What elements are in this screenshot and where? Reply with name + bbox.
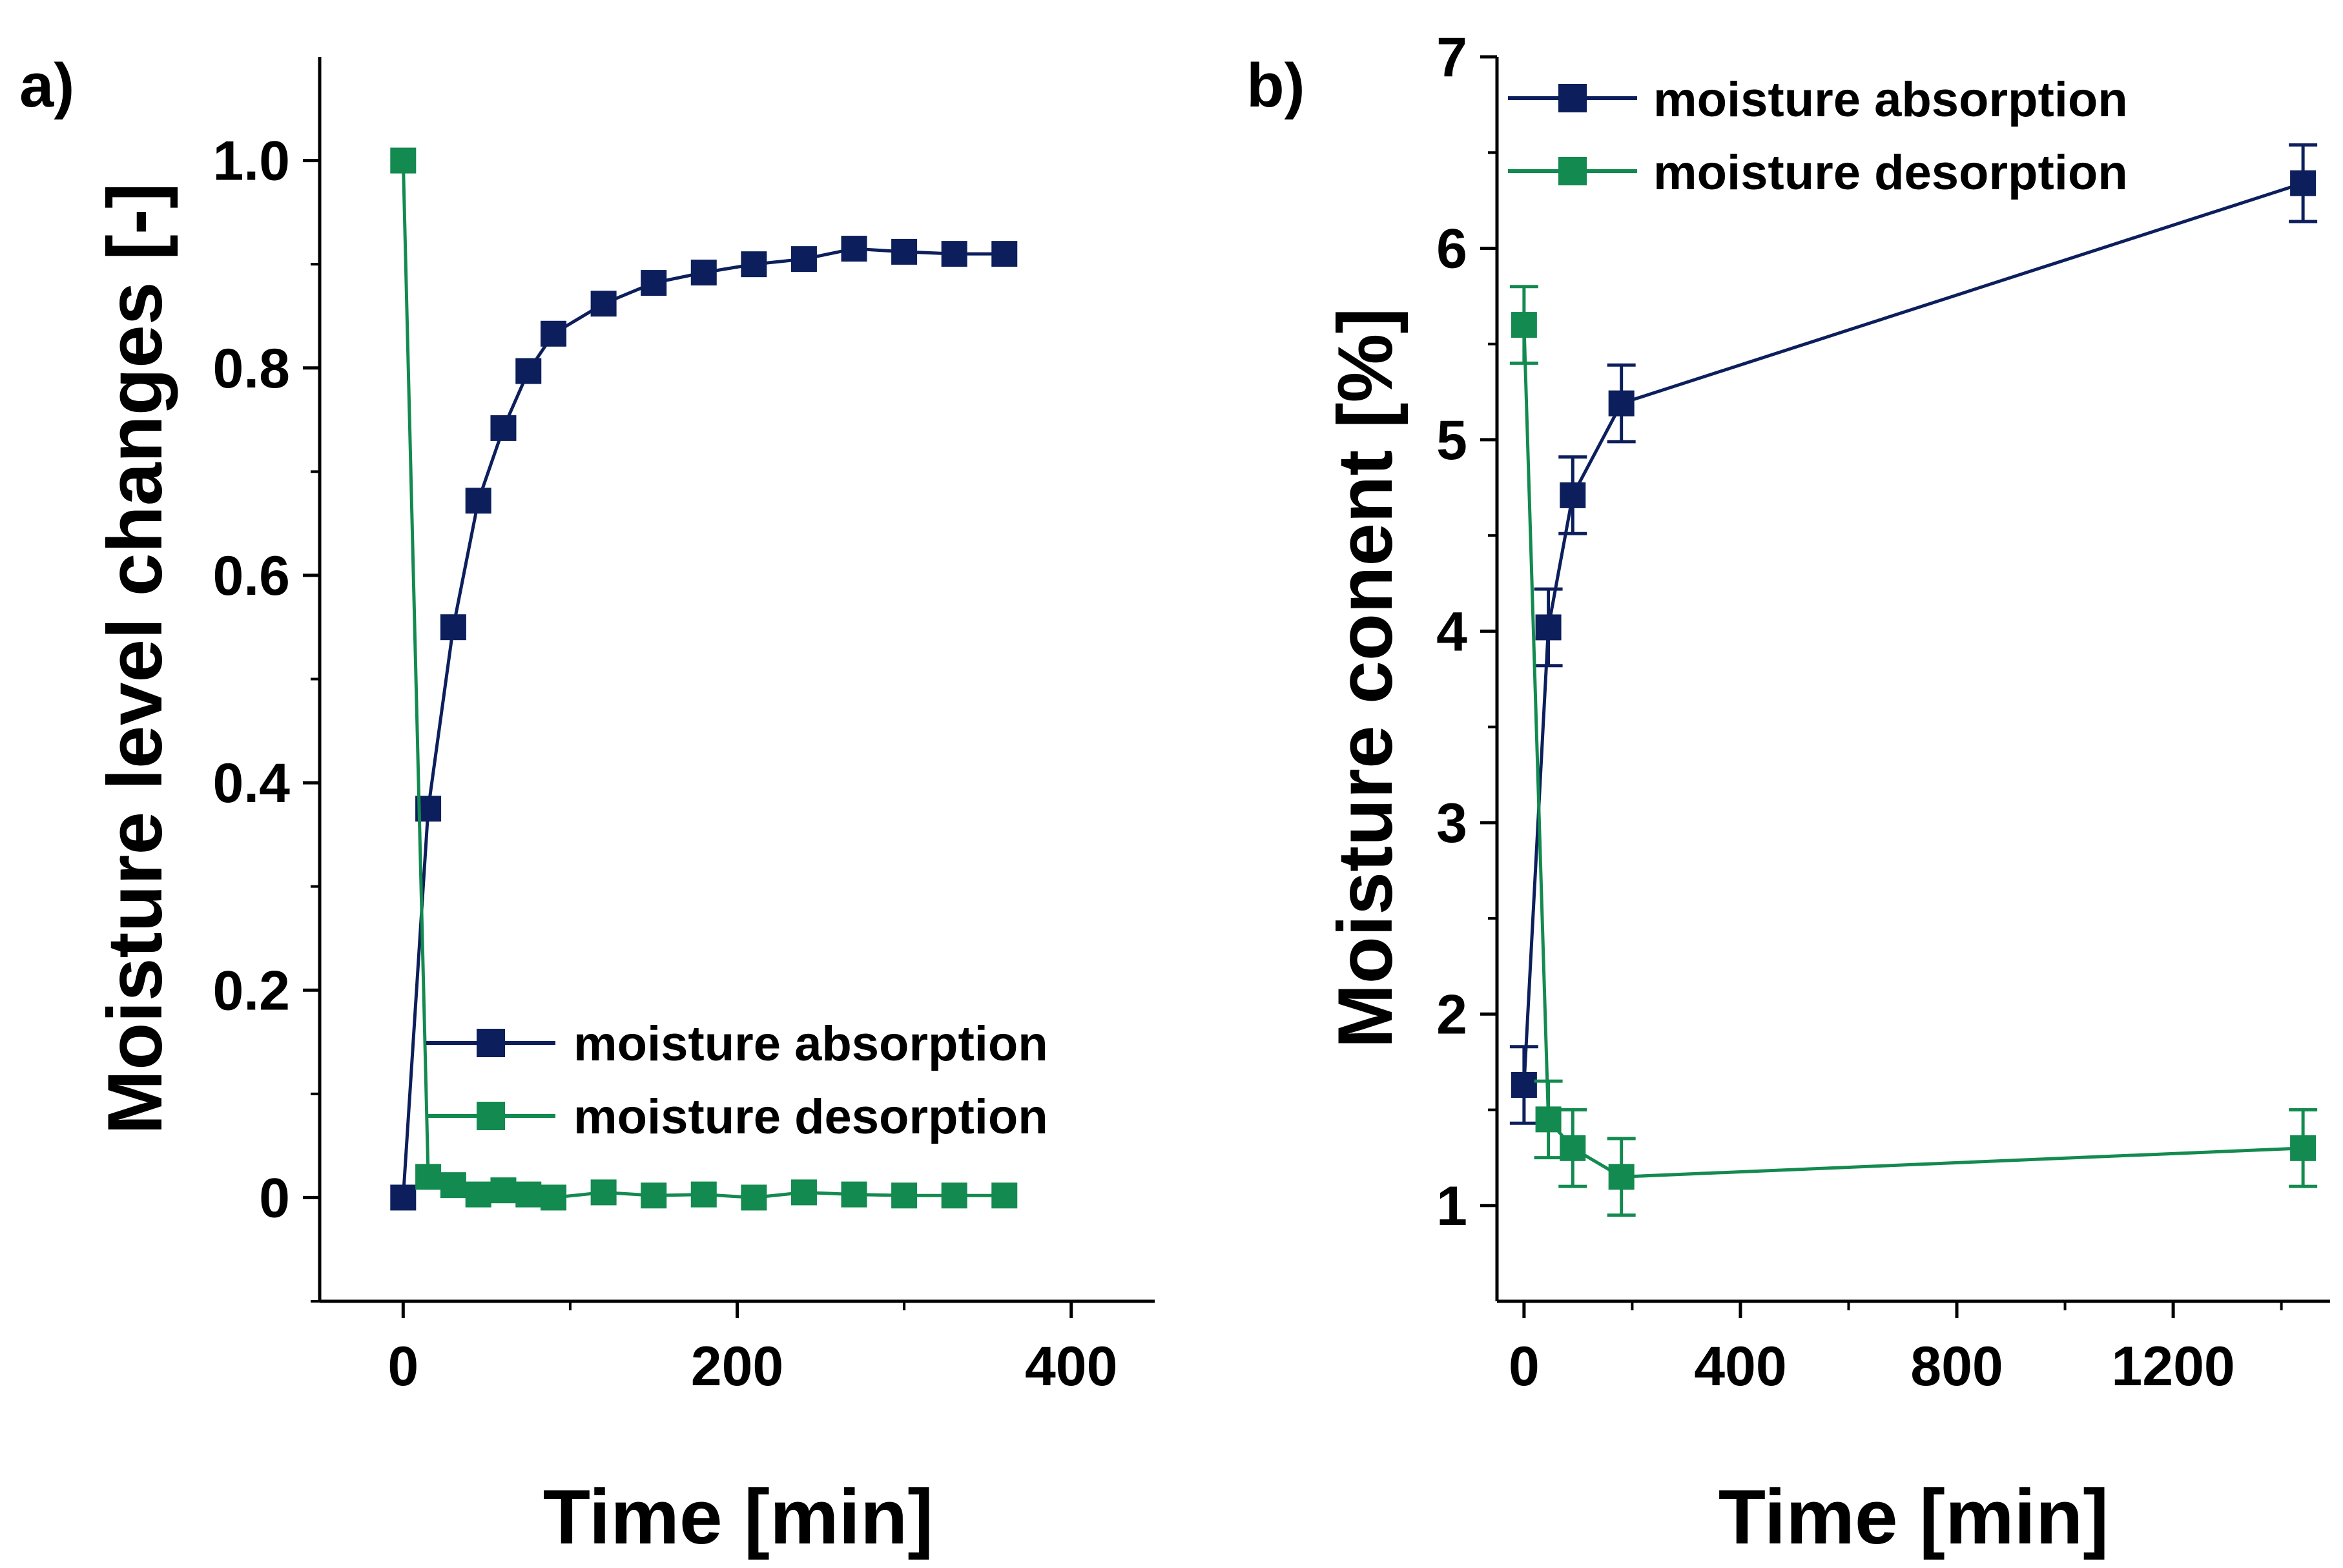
data-point bbox=[590, 291, 617, 317]
data-point bbox=[541, 320, 567, 347]
data-point bbox=[790, 246, 817, 273]
y-tick-label: 7 bbox=[1436, 26, 1467, 88]
data-point bbox=[891, 238, 918, 265]
x-tick-label: 800 bbox=[1910, 1336, 2003, 1398]
data-point bbox=[941, 1182, 967, 1209]
panel-b-xlabel: Time [min] bbox=[1719, 1474, 2109, 1560]
panel-a-series bbox=[390, 147, 1018, 1211]
panel-b-legend-desorption: moisture desorption bbox=[1508, 145, 2128, 200]
data-point bbox=[690, 1181, 717, 1208]
data-point bbox=[641, 270, 667, 296]
y-tick-label: 5 bbox=[1436, 409, 1467, 471]
y-tick-label: 0 bbox=[259, 1167, 290, 1229]
legend-label: moisture desorption bbox=[573, 1089, 1048, 1144]
panel-b-series bbox=[1509, 143, 2318, 1217]
panel-b-legend-absorption: moisture absorption bbox=[1508, 72, 2128, 127]
panel-b-legend: moisture absorption moisture desorption bbox=[1508, 72, 2128, 200]
data-point bbox=[841, 236, 867, 262]
series-desorption bbox=[390, 147, 1018, 1211]
panel-a-ticks: 0 200 400 0 0.2 0.4 0.6 0.8 1.0 bbox=[212, 130, 1117, 1398]
y-tick-label: 0.4 bbox=[212, 752, 290, 814]
data-point bbox=[690, 260, 717, 286]
panel-a-legend-desorption: moisture desorption bbox=[426, 1089, 1048, 1144]
y-tick-label: 3 bbox=[1436, 792, 1467, 854]
data-point bbox=[515, 358, 542, 384]
legend-label: moisture absorption bbox=[573, 1016, 1048, 1071]
data-point bbox=[941, 241, 967, 267]
x-tick-label: 400 bbox=[1025, 1336, 1118, 1398]
legend-marker bbox=[477, 1102, 505, 1130]
panel-a-xlabel: Time [min] bbox=[543, 1474, 934, 1560]
series-line bbox=[401, 247, 1005, 1198]
panel-a-ylabel: Moisture level changes [-] bbox=[92, 183, 178, 1135]
data-point bbox=[490, 415, 517, 441]
data-point bbox=[790, 1179, 817, 1206]
x-tick-label: 200 bbox=[691, 1336, 784, 1398]
data-point bbox=[841, 1181, 867, 1208]
series-absorption bbox=[1509, 143, 2318, 1125]
data-point bbox=[415, 1164, 442, 1190]
data-point bbox=[1511, 312, 1537, 338]
y-tick-label: 1.0 bbox=[212, 130, 290, 192]
y-tick-label: 4 bbox=[1436, 601, 1467, 663]
data-point bbox=[991, 1182, 1018, 1209]
panel-b-axes bbox=[1495, 57, 2330, 1303]
data-point bbox=[891, 1182, 918, 1209]
legend-label: moisture desorption bbox=[1653, 145, 2128, 200]
panel-a: a) 0 200 400 0 0.2 0.4 0.6 0.8 1.0 Time [min] Mo… bbox=[19, 51, 1155, 1560]
legend-marker bbox=[1558, 157, 1587, 185]
data-point bbox=[440, 614, 466, 641]
series-absorption bbox=[390, 236, 1018, 1211]
data-point bbox=[991, 241, 1018, 267]
y-tick-label: 0.8 bbox=[212, 338, 290, 400]
panel-a-legend-absorption: moisture absorption bbox=[426, 1016, 1048, 1071]
x-tick-label: 0 bbox=[387, 1336, 418, 1398]
data-point bbox=[440, 1172, 466, 1199]
data-point bbox=[2290, 1135, 2317, 1161]
data-point bbox=[515, 1181, 542, 1208]
legend-label: moisture absorption bbox=[1653, 72, 2128, 127]
x-tick-label: 0 bbox=[1509, 1336, 1540, 1398]
panel-b-ylabel: Moisture conent [%] bbox=[1322, 308, 1409, 1049]
x-tick-label: 1200 bbox=[2111, 1336, 2235, 1398]
data-point bbox=[1560, 1135, 1586, 1161]
panel-a-label: a) bbox=[19, 51, 74, 120]
panel-b-ticks: 0 400 800 1200 1 2 3 4 5 6 7 bbox=[1436, 26, 2283, 1398]
data-point bbox=[741, 251, 767, 278]
data-point bbox=[465, 488, 491, 514]
data-point bbox=[1511, 1071, 1537, 1098]
data-point bbox=[590, 1179, 617, 1206]
y-tick-label: 6 bbox=[1436, 218, 1467, 280]
data-point bbox=[390, 1184, 417, 1211]
legend-marker bbox=[477, 1029, 505, 1057]
y-tick-label: 0.2 bbox=[212, 960, 290, 1022]
x-tick-label: 400 bbox=[1694, 1336, 1787, 1398]
y-tick-label: 1 bbox=[1436, 1175, 1467, 1237]
data-point bbox=[1535, 614, 1562, 641]
data-point bbox=[1560, 482, 1586, 508]
data-point bbox=[490, 1177, 517, 1204]
data-point bbox=[1535, 1106, 1562, 1133]
legend-marker bbox=[1558, 84, 1587, 112]
data-point bbox=[2290, 170, 2317, 196]
panel-a-legend: moisture absorption moisture desorption bbox=[426, 1016, 1048, 1144]
data-point bbox=[1608, 1164, 1635, 1190]
panel-b-label: b) bbox=[1246, 51, 1305, 120]
data-point bbox=[465, 1181, 491, 1208]
data-point bbox=[741, 1184, 767, 1211]
data-point bbox=[1608, 390, 1635, 417]
data-point bbox=[390, 147, 417, 174]
series-desorption bbox=[1509, 285, 2318, 1217]
panel-b: b) 0 400 800 1200 1 2 3 4 5 6 7 Time [min] Moistur… bbox=[1246, 26, 2330, 1560]
data-point bbox=[641, 1182, 667, 1209]
data-point bbox=[541, 1184, 567, 1211]
y-tick-label: 2 bbox=[1436, 984, 1467, 1046]
y-tick-label: 0.6 bbox=[212, 545, 290, 607]
